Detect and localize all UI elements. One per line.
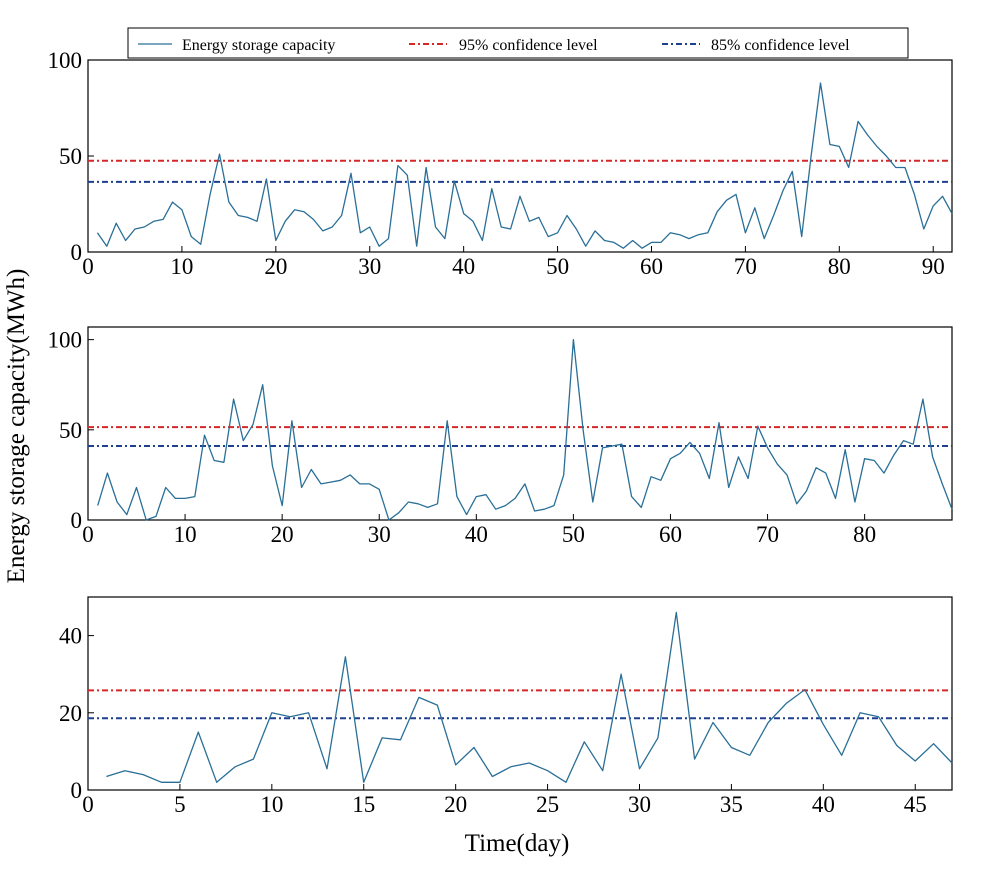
x-tick-label: 15	[352, 792, 375, 817]
x-tick-label: 60	[640, 254, 663, 279]
x-tick-label: 60	[659, 522, 682, 547]
energy-series-line	[96, 82, 953, 249]
y-tick-label: 100	[48, 48, 83, 73]
x-tick-label: 45	[904, 792, 927, 817]
panel-top: 0 10 20 30 40 50 60 70 80 90 0 50 100	[48, 48, 953, 279]
x-tick-label: 80	[853, 522, 876, 547]
x-tick-label: 50	[562, 522, 585, 547]
y-axis-label: Energy storage capacity(MWh)	[3, 269, 30, 584]
plot-frame	[87, 326, 953, 521]
y-tick-label: 40	[59, 624, 82, 649]
y-tick-label: 0	[71, 240, 83, 265]
y-tick-label: 20	[59, 701, 82, 726]
x-tick-label: 10	[170, 254, 193, 279]
x-tick-label: 10	[260, 792, 283, 817]
y-tick-label: 50	[59, 418, 82, 443]
x-tick-label: 10	[174, 522, 197, 547]
x-tick-label: 90	[922, 254, 945, 279]
x-tick-label: 20	[264, 254, 287, 279]
x-tick-label: 30	[358, 254, 381, 279]
x-tick-label: 70	[756, 522, 779, 547]
x-tick-label: 50	[546, 254, 569, 279]
energy-series-line	[106, 611, 953, 783]
legend: Energy storage capacity 95% confidence l…	[127, 27, 909, 59]
plot-frame	[87, 596, 953, 791]
x-tick-label: 30	[628, 792, 651, 817]
y-tick-label: 50	[59, 144, 82, 169]
y-tick-label: 0	[71, 508, 83, 533]
plot-frame	[87, 59, 953, 253]
panel-bottom: 0 5 10 15 20 25 30 35 40 45 0 20 40	[59, 596, 953, 817]
x-tick-label: 25	[536, 792, 559, 817]
x-axis-label: Time(day)	[465, 830, 570, 857]
x-tick-label: 0	[82, 254, 94, 279]
legend-label-conf95: 95% confidence level	[459, 37, 598, 54]
x-tick-label: 0	[82, 522, 94, 547]
x-tick-label: 30	[368, 522, 391, 547]
legend-box	[127, 27, 909, 59]
x-tick-label: 40	[465, 522, 488, 547]
x-tick-label: 40	[812, 792, 835, 817]
legend-label-energy: Energy storage capacity	[182, 37, 335, 54]
x-tick-label: 20	[271, 522, 294, 547]
y-tick-label: 100	[48, 328, 83, 353]
panel-middle: 0 10 20 30 40 50 60 70 80 0 50 100	[48, 326, 953, 547]
x-tick-label: 70	[734, 254, 757, 279]
x-tick-label: 80	[828, 254, 851, 279]
x-tick-label: 20	[444, 792, 467, 817]
x-tick-label: 35	[720, 792, 743, 817]
x-tick-label: 40	[452, 254, 475, 279]
legend-label-conf85: 85% confidence level	[711, 37, 850, 54]
x-tick-label: 5	[174, 792, 186, 817]
x-tick-label: 0	[82, 792, 94, 817]
y-tick-label: 0	[71, 778, 83, 803]
energy-series-line	[97, 338, 953, 521]
